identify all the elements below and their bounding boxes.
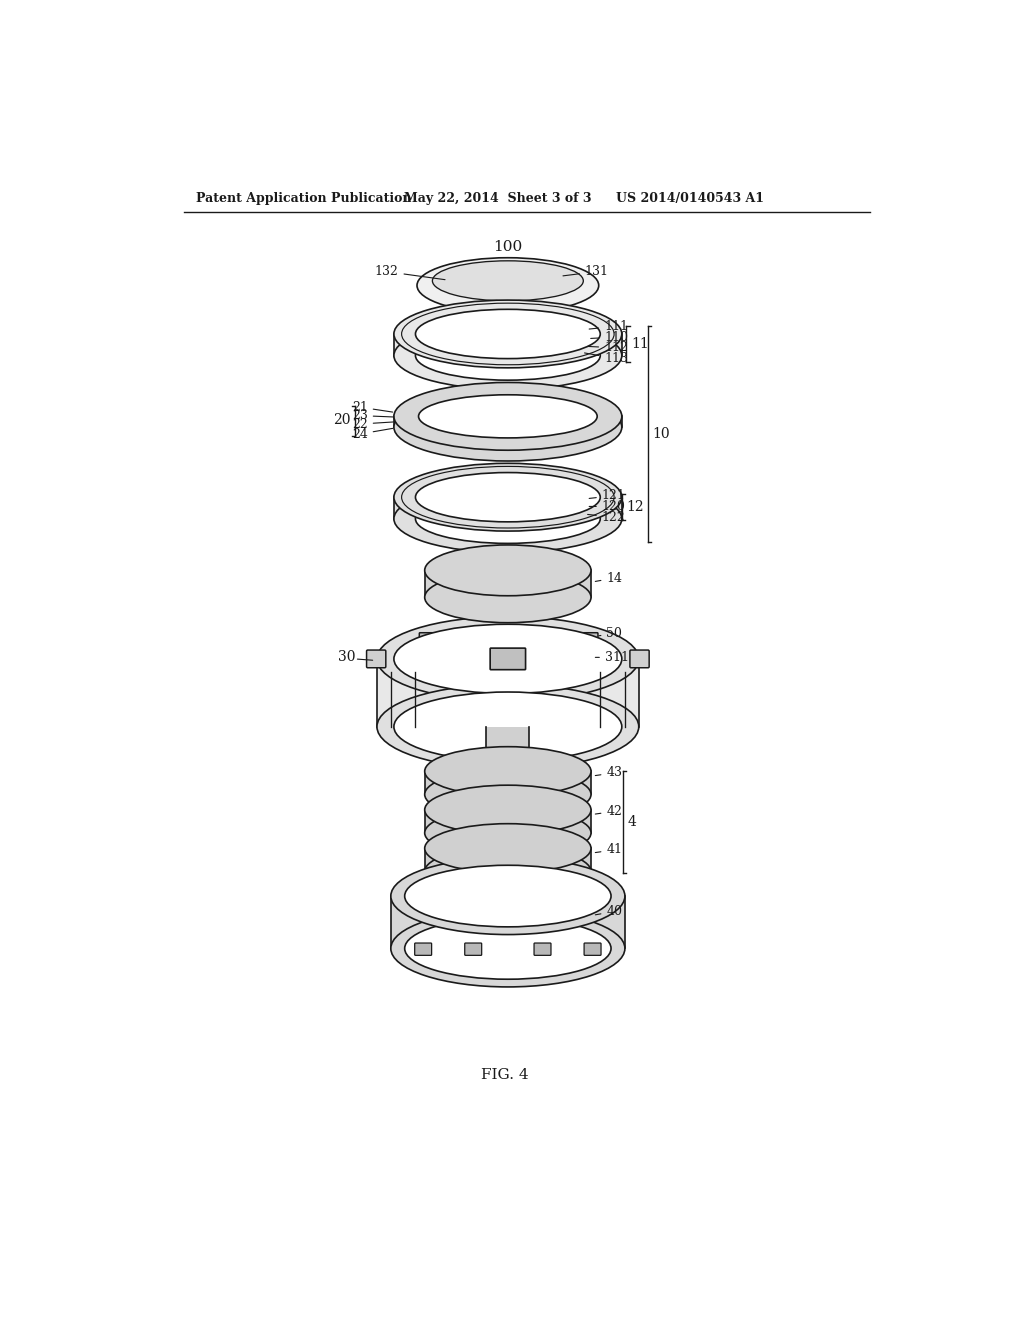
Text: Patent Application Publication: Patent Application Publication	[196, 191, 412, 205]
Ellipse shape	[394, 484, 622, 553]
Ellipse shape	[419, 395, 597, 438]
Text: 132: 132	[375, 265, 445, 280]
Text: 112: 112	[588, 342, 628, 354]
Text: 21: 21	[352, 400, 392, 413]
Text: FIG. 4: FIG. 4	[481, 1068, 528, 1081]
Ellipse shape	[496, 412, 520, 421]
Ellipse shape	[425, 572, 591, 623]
Ellipse shape	[425, 545, 591, 595]
Ellipse shape	[416, 473, 600, 521]
Polygon shape	[425, 771, 591, 795]
FancyBboxPatch shape	[367, 649, 386, 668]
Text: 120: 120	[589, 500, 626, 513]
Ellipse shape	[377, 616, 639, 701]
Ellipse shape	[394, 692, 622, 762]
Ellipse shape	[416, 331, 600, 380]
Text: 100: 100	[494, 240, 522, 253]
Ellipse shape	[394, 322, 622, 389]
Ellipse shape	[419, 405, 597, 449]
Ellipse shape	[377, 684, 639, 770]
Ellipse shape	[486, 752, 529, 771]
Text: ~: ~	[501, 249, 515, 268]
Ellipse shape	[416, 309, 600, 359]
Ellipse shape	[404, 917, 611, 979]
Text: 10: 10	[652, 428, 671, 441]
Polygon shape	[394, 334, 622, 355]
FancyBboxPatch shape	[465, 942, 481, 956]
Ellipse shape	[425, 847, 591, 896]
Ellipse shape	[394, 624, 622, 693]
Text: US 2014/0140543 A1: US 2014/0140543 A1	[615, 191, 764, 205]
Ellipse shape	[404, 866, 611, 927]
FancyBboxPatch shape	[574, 632, 598, 645]
Ellipse shape	[391, 909, 625, 987]
Polygon shape	[377, 659, 639, 726]
FancyBboxPatch shape	[535, 942, 551, 956]
Text: 40: 40	[595, 906, 623, 917]
FancyBboxPatch shape	[584, 942, 601, 956]
Ellipse shape	[394, 393, 622, 461]
Polygon shape	[391, 896, 625, 948]
Ellipse shape	[416, 494, 600, 544]
FancyBboxPatch shape	[419, 632, 442, 645]
Text: 121: 121	[589, 490, 626, 502]
Text: 131: 131	[563, 265, 609, 279]
Text: May 22, 2014  Sheet 3 of 3: May 22, 2014 Sheet 3 of 3	[403, 191, 592, 205]
Polygon shape	[425, 570, 591, 597]
FancyBboxPatch shape	[490, 648, 525, 669]
Polygon shape	[394, 416, 622, 428]
Ellipse shape	[394, 300, 622, 368]
Polygon shape	[486, 726, 529, 762]
Polygon shape	[394, 498, 622, 519]
Ellipse shape	[425, 747, 591, 796]
Ellipse shape	[394, 383, 622, 450]
FancyBboxPatch shape	[630, 649, 649, 668]
Ellipse shape	[391, 858, 625, 935]
Text: 122: 122	[588, 511, 626, 524]
Text: 23: 23	[352, 409, 394, 422]
Ellipse shape	[417, 257, 599, 313]
Text: 111: 111	[589, 319, 628, 333]
Polygon shape	[425, 849, 591, 871]
Text: 11: 11	[631, 337, 649, 351]
Text: 311: 311	[595, 651, 629, 664]
Text: 113: 113	[585, 352, 628, 366]
Text: 43: 43	[595, 767, 623, 779]
Text: 110: 110	[591, 330, 628, 343]
Text: 20: 20	[333, 413, 351, 428]
Text: 50: 50	[599, 627, 623, 640]
Ellipse shape	[425, 770, 591, 818]
Text: 42: 42	[595, 805, 623, 818]
Text: 22: 22	[352, 417, 394, 430]
Ellipse shape	[425, 824, 591, 873]
Ellipse shape	[425, 785, 591, 834]
Text: 41: 41	[595, 843, 623, 857]
Text: 12: 12	[627, 500, 644, 515]
Ellipse shape	[394, 463, 622, 531]
Ellipse shape	[432, 261, 584, 301]
Text: 14: 14	[595, 572, 623, 585]
Text: 24: 24	[352, 428, 393, 441]
Text: 30: 30	[338, 651, 355, 664]
Polygon shape	[425, 810, 591, 833]
FancyBboxPatch shape	[415, 942, 432, 956]
Text: 4: 4	[628, 816, 637, 829]
Ellipse shape	[425, 808, 591, 858]
